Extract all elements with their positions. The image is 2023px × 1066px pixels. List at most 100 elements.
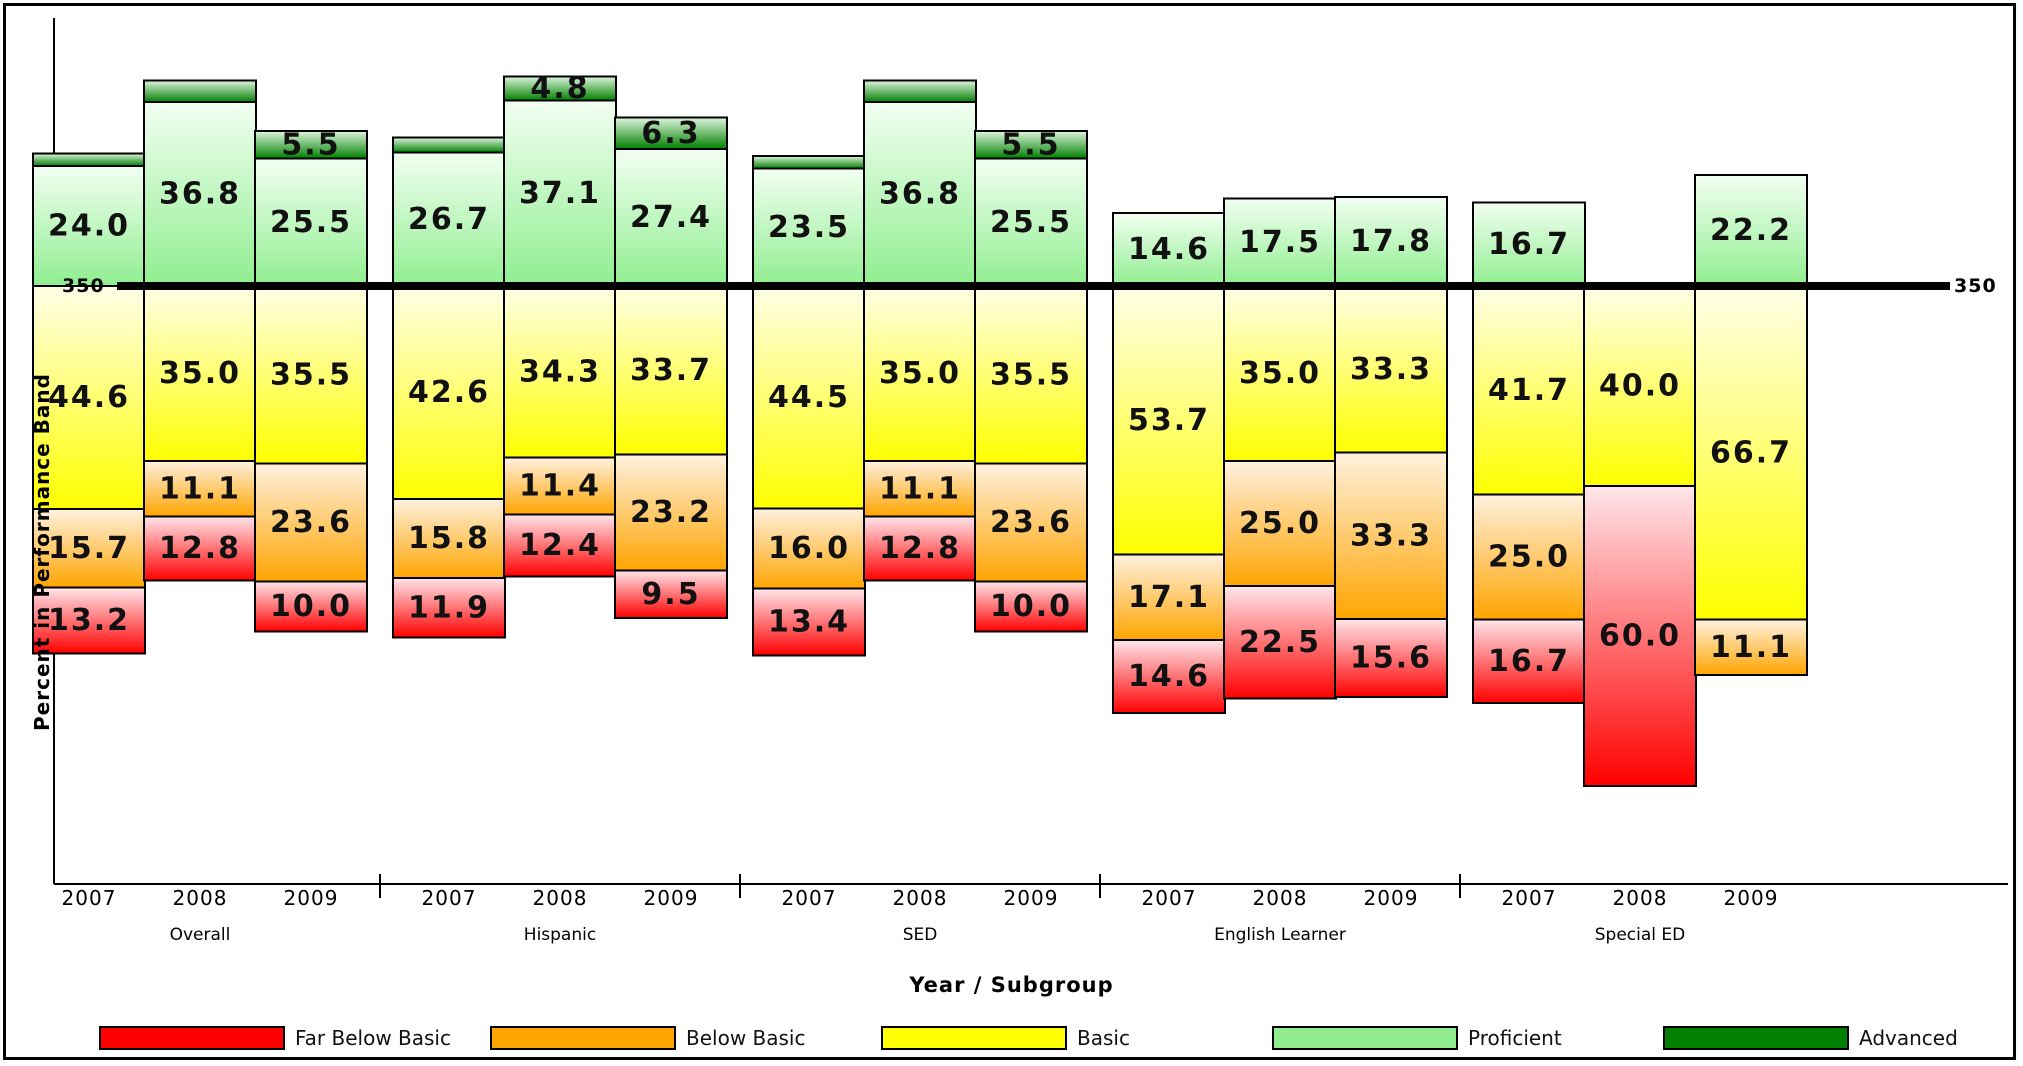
data-label: 23.6 — [990, 505, 1072, 540]
year-tick-label: 2008 — [1613, 886, 1668, 910]
segment-below-basic — [974, 462, 1088, 583]
year-tick-label: 2007 — [422, 886, 477, 910]
bar-hispanic-2007: 42.6 15.8 11.9 26.7 — [392, 136, 506, 639]
segment-advanced — [614, 116, 728, 150]
segment-proficient — [143, 101, 257, 287]
year-tick-label: 2009 — [1364, 886, 1419, 910]
chart-frame — [3, 3, 2016, 1060]
bar-special-ed-2009: 66.7 11.1 22.2 — [1694, 174, 1808, 676]
group-label: Special ED — [1595, 925, 1686, 945]
segment-basic — [143, 285, 257, 462]
data-label: 24.0 — [48, 209, 130, 244]
bar-special-ed-2008: 40.0 60.0 — [1583, 285, 1697, 787]
data-label: 35.5 — [990, 357, 1072, 392]
legend-swatch — [1272, 1026, 1458, 1050]
data-label: 17.8 — [1350, 224, 1432, 259]
segment-below-basic — [752, 507, 866, 590]
data-label: 11.4 — [519, 469, 601, 504]
segment-basic — [1583, 285, 1697, 487]
data-label: 25.5 — [270, 205, 352, 240]
bar-english-learner-2008: 35.0 25.0 22.5 17.5 — [1223, 197, 1337, 700]
segment-below-basic — [32, 508, 146, 589]
segment-advanced — [503, 75, 617, 102]
data-label: 53.7 — [1128, 403, 1210, 438]
segment-below-basic — [614, 453, 728, 572]
data-label: 4.8 — [530, 71, 589, 106]
segment-far-below-basic — [1112, 639, 1226, 714]
segment-below-basic — [143, 460, 257, 518]
year-tick-label: 2009 — [644, 886, 699, 910]
bar-sed-2009: 35.5 23.6 10.0 25.5 5.5 — [974, 127, 1088, 633]
data-label: 11.1 — [159, 471, 241, 506]
legend-swatch — [490, 1026, 676, 1050]
data-label: 34.3 — [519, 354, 601, 389]
year-tick-label: 2007 — [1142, 886, 1197, 910]
data-label: 33.3 — [1350, 518, 1432, 553]
data-label: 60.0 — [1599, 619, 1681, 654]
data-label: 26.7 — [408, 202, 490, 237]
x-axis-label: Year / Subgroup — [909, 973, 1114, 997]
data-label: 22.5 — [1239, 625, 1321, 660]
data-label: 13.4 — [768, 605, 850, 640]
segment-basic — [254, 285, 368, 465]
data-label: 9.5 — [641, 577, 700, 612]
year-tick-label: 2008 — [173, 886, 228, 910]
segment-far-below-basic — [143, 515, 257, 582]
data-label: 12.4 — [519, 528, 601, 563]
bar-overall-2008: 35.0 11.1 12.8 36.8 — [143, 79, 257, 582]
data-label: 42.6 — [408, 375, 490, 410]
data-label: 27.4 — [630, 200, 712, 235]
segment-below-basic — [1472, 493, 1586, 621]
data-label: 37.1 — [519, 176, 601, 211]
group-label: Hispanic — [524, 925, 596, 945]
bar-overall-2009: 35.5 23.6 10.0 25.5 5.5 — [254, 127, 368, 633]
segment-below-basic — [863, 460, 977, 518]
data-label: 5.5 — [1001, 127, 1060, 162]
data-label: 23.2 — [630, 495, 712, 530]
segment-advanced — [32, 152, 146, 167]
data-label: 5.5 — [281, 127, 340, 162]
segment-below-basic — [392, 498, 506, 579]
year-tick-label: 2009 — [1004, 886, 1059, 910]
segment-proficient — [974, 157, 1088, 287]
segment-far-below-basic — [1472, 618, 1586, 704]
year-tick-label: 2008 — [533, 886, 588, 910]
segment-far-below-basic — [503, 513, 617, 578]
legend-item-far-below-basic: Far Below Basic — [99, 1024, 451, 1052]
segment-proficient — [1223, 197, 1337, 287]
segment-basic — [392, 285, 506, 500]
segment-far-below-basic — [614, 569, 728, 619]
data-label: 33.7 — [630, 353, 712, 388]
year-tick-label: 2007 — [1502, 886, 1557, 910]
group-label: SED — [903, 925, 938, 945]
data-label: 22.2 — [1710, 213, 1792, 248]
segment-basic — [1694, 285, 1808, 621]
data-label: 36.8 — [159, 177, 241, 212]
bar-hispanic-2008: 34.3 11.4 12.4 37.1 4.8 — [503, 71, 617, 578]
data-label: 13.2 — [48, 603, 130, 638]
legend-swatch — [99, 1026, 285, 1050]
bar-sed-2007: 44.5 16.0 13.4 23.5 — [752, 155, 866, 657]
legend-item-advanced: Advanced — [1663, 1024, 1958, 1052]
data-label: 11.1 — [1710, 630, 1792, 665]
legend-item-below-basic: Below Basic — [490, 1024, 805, 1052]
data-label: 15.7 — [48, 531, 130, 566]
data-label: 23.5 — [768, 210, 850, 245]
data-label: 23.6 — [270, 505, 352, 540]
bar-english-learner-2009: 33.3 33.3 15.6 17.8 — [1334, 196, 1448, 698]
data-label: 35.0 — [159, 356, 241, 391]
legend-label: Proficient — [1468, 1026, 1562, 1050]
segment-proficient — [1112, 212, 1226, 287]
data-label: 10.0 — [990, 589, 1072, 624]
data-label: 10.0 — [270, 589, 352, 624]
year-tick-label: 2008 — [1253, 886, 1308, 910]
segment-far-below-basic — [974, 580, 1088, 633]
segment-far-below-basic — [863, 515, 977, 582]
segment-below-basic — [254, 462, 368, 583]
segment-basic — [32, 285, 146, 510]
bar-english-learner-2007: 53.7 17.1 14.6 14.6 — [1112, 212, 1226, 714]
data-label: 11.9 — [408, 590, 490, 625]
segment-below-basic — [1694, 618, 1808, 676]
data-label: 16.7 — [1488, 644, 1570, 679]
